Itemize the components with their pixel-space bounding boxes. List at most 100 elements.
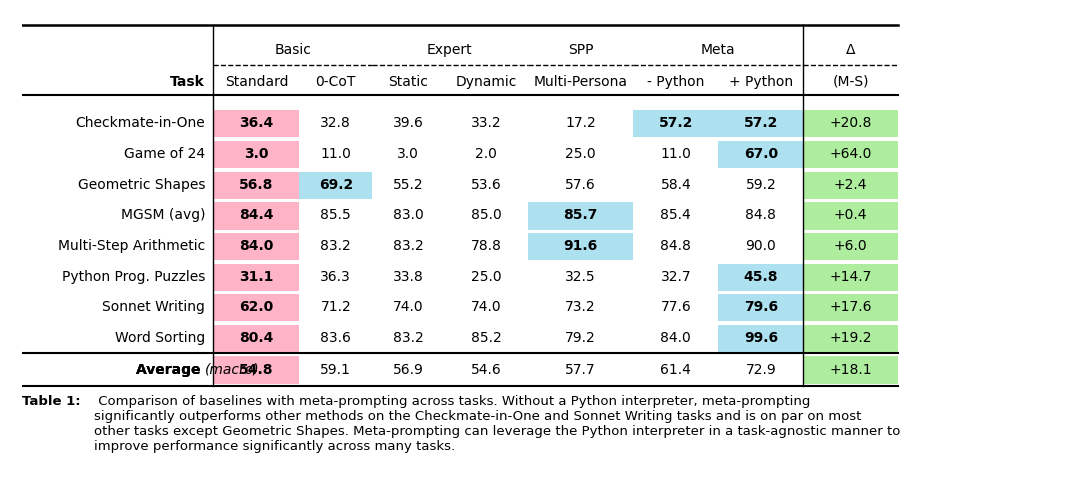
Text: 54.8: 54.8 [239,362,273,377]
Text: 55.2: 55.2 [393,178,423,192]
Text: + Python: + Python [729,75,793,88]
Text: 57.7: 57.7 [565,362,596,377]
Text: +2.4: +2.4 [834,178,867,192]
Text: 91.6: 91.6 [564,239,597,253]
FancyBboxPatch shape [214,141,299,168]
Text: +17.6: +17.6 [829,300,872,314]
Text: 58.4: 58.4 [661,178,691,192]
Text: - Python: - Python [647,75,704,88]
Text: 67.0: 67.0 [744,147,778,161]
Text: 71.2: 71.2 [321,300,351,314]
Text: 83.2: 83.2 [321,239,351,253]
Text: 32.8: 32.8 [321,116,351,130]
Text: 84.0: 84.0 [661,331,691,345]
Text: 84.8: 84.8 [745,208,777,223]
Text: 80.4: 80.4 [240,331,273,345]
Text: 32.7: 32.7 [661,269,691,284]
Text: 85.5: 85.5 [321,208,351,223]
Text: Multi-Persona: Multi-Persona [534,75,627,88]
Text: 45.8: 45.8 [744,269,778,284]
Text: Average: Average [136,362,205,377]
Text: 53.6: 53.6 [471,178,501,192]
FancyBboxPatch shape [214,202,299,230]
Text: 11.0: 11.0 [660,147,691,161]
Text: Expert: Expert [427,43,473,57]
Text: 78.8: 78.8 [471,239,501,253]
Text: 17.2: 17.2 [565,116,596,130]
FancyBboxPatch shape [527,233,633,260]
Text: 69.2: 69.2 [319,178,353,192]
Text: Word Sorting: Word Sorting [114,331,205,345]
FancyBboxPatch shape [718,110,804,137]
Text: Checkmate-in-One: Checkmate-in-One [76,116,205,130]
FancyBboxPatch shape [718,325,804,352]
Text: 83.2: 83.2 [393,331,423,345]
Text: +6.0: +6.0 [834,239,867,253]
Text: 3.0: 3.0 [244,147,269,161]
Text: 79.2: 79.2 [565,331,596,345]
FancyBboxPatch shape [214,356,299,384]
Text: 56.8: 56.8 [240,178,273,192]
Text: 79.6: 79.6 [744,300,778,314]
FancyBboxPatch shape [214,110,299,137]
Text: Δ: Δ [846,43,855,57]
Text: MGSM (avg): MGSM (avg) [121,208,205,223]
Text: 84.8: 84.8 [660,239,691,253]
Text: Geometric Shapes: Geometric Shapes [78,178,205,192]
Text: 57.2: 57.2 [659,116,693,130]
Text: 39.6: 39.6 [393,116,423,130]
Text: 61.4: 61.4 [660,362,691,377]
Text: Python Prog. Puzzles: Python Prog. Puzzles [62,269,205,284]
Text: 57.2: 57.2 [744,116,778,130]
Text: Average ( macro ): Average ( macro ) [69,362,205,377]
FancyBboxPatch shape [804,325,897,352]
FancyBboxPatch shape [718,141,804,168]
Text: Task: Task [171,75,205,88]
Text: 3.0: 3.0 [397,147,419,161]
Text: 84.0: 84.0 [240,239,273,253]
Text: Sonnet Writing: Sonnet Writing [103,300,205,314]
FancyBboxPatch shape [214,294,299,322]
Text: (M-S): (M-S) [833,75,868,88]
Text: 99.6: 99.6 [744,331,778,345]
Text: +0.4: +0.4 [834,208,867,223]
Text: 77.6: 77.6 [661,300,691,314]
Text: 36.4: 36.4 [240,116,273,130]
FancyBboxPatch shape [718,263,804,291]
FancyBboxPatch shape [804,356,897,384]
Text: Game of 24: Game of 24 [124,147,205,161]
Text: 59.2: 59.2 [745,178,777,192]
Text: 73.2: 73.2 [565,300,596,314]
Text: 74.0: 74.0 [471,300,501,314]
Text: +18.1: +18.1 [829,362,872,377]
Text: 56.9: 56.9 [393,362,423,377]
Text: 33.8: 33.8 [393,269,423,284]
Text: 11.0: 11.0 [321,147,351,161]
FancyBboxPatch shape [804,202,897,230]
FancyBboxPatch shape [214,233,299,260]
Text: Average (macro): Average (macro) [75,362,205,377]
Text: 31.1: 31.1 [240,269,273,284]
Text: SPP: SPP [568,43,593,57]
Text: Meta: Meta [701,43,735,57]
Text: 25.0: 25.0 [565,147,596,161]
Text: 62.0: 62.0 [240,300,273,314]
Text: Multi-Step Arithmetic: Multi-Step Arithmetic [58,239,205,253]
FancyBboxPatch shape [214,172,299,199]
Text: 2.0: 2.0 [475,147,497,161]
Text: 32.5: 32.5 [565,269,596,284]
FancyBboxPatch shape [804,110,897,137]
FancyBboxPatch shape [214,263,299,291]
FancyBboxPatch shape [804,233,897,260]
FancyBboxPatch shape [804,172,897,199]
Text: +64.0: +64.0 [829,147,872,161]
Text: Table 1:: Table 1: [22,395,80,408]
Text: 0-CoT: 0-CoT [315,75,356,88]
Text: 83.2: 83.2 [393,239,423,253]
FancyBboxPatch shape [633,110,718,137]
Text: 83.6: 83.6 [321,331,351,345]
Text: 25.0: 25.0 [471,269,501,284]
Text: 33.2: 33.2 [471,116,501,130]
Text: +20.8: +20.8 [829,116,872,130]
FancyBboxPatch shape [527,202,633,230]
